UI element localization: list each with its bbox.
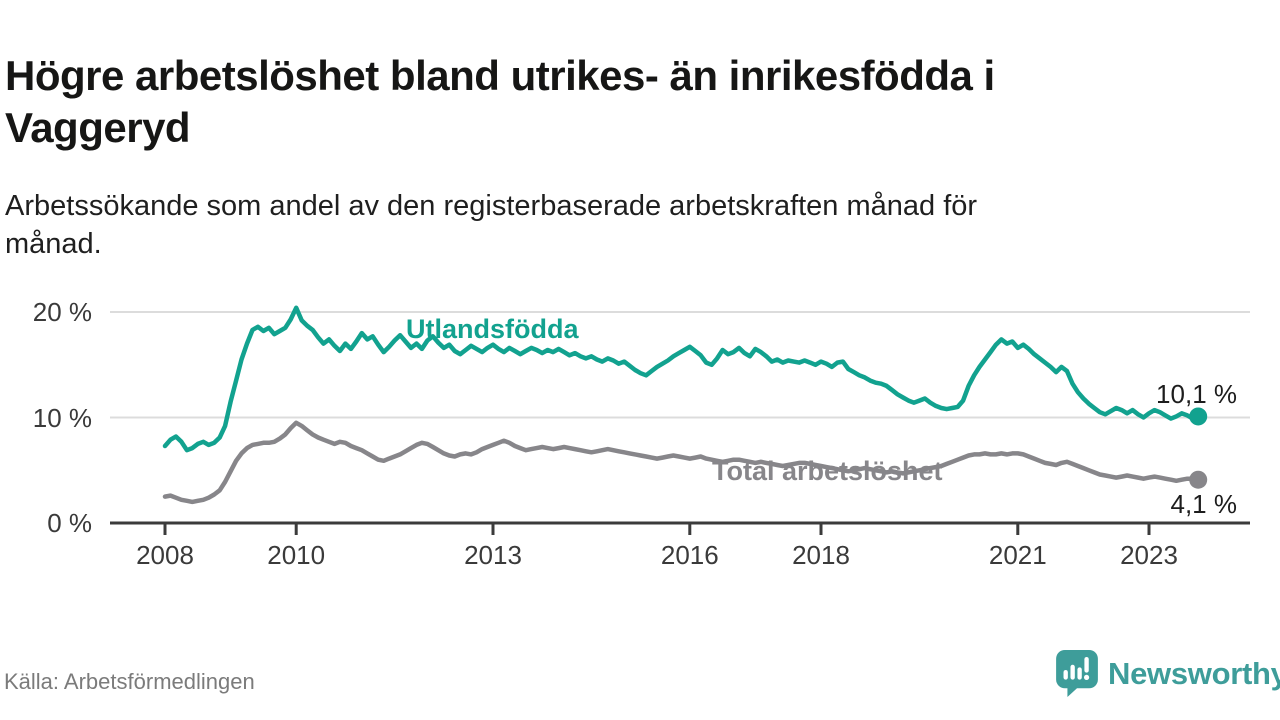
y-axis-label: 10 % [32,402,92,433]
x-axis-label: 2023 [1120,540,1178,570]
x-axis-label: 2008 [136,540,194,570]
series-end-dot-1 [1189,470,1208,489]
end-value-label-utlandsfodda: 10,1 % [1156,379,1237,409]
series-end-dot-0 [1189,407,1208,426]
chart-title: Högre arbetslöshet bland utrikes- än inr… [5,52,995,152]
series-line-0 [162,305,1201,453]
x-axis-label: 2021 [988,540,1047,570]
series-label-total-arbetsloshet: Total arbetslöshet [712,456,943,486]
y-axis-label: 0 % [47,508,92,538]
x-axis-label: 2013 [464,540,522,570]
x-axis-label: 2016 [660,540,719,570]
x-axis-label: 2018 [792,540,850,570]
end-value-label-total: 4,1 % [1170,489,1238,519]
chart-subtitle: Arbetssökande som andel av den registerb… [5,190,978,260]
newsworthy-logo-icon [1056,650,1098,697]
x-axis-label: 2010 [267,540,326,570]
y-axis-label: 20 % [32,297,92,327]
newsworthy-logo: Newsworthy [1056,650,1280,697]
series-label-utlandsfodda: Utlandsfödda [406,314,579,344]
source-note: Källa: Arbetsförmedlingen [4,669,255,694]
series-line-1 [162,420,1201,505]
newsworthy-wordmark: Newsworthy [1108,655,1280,691]
